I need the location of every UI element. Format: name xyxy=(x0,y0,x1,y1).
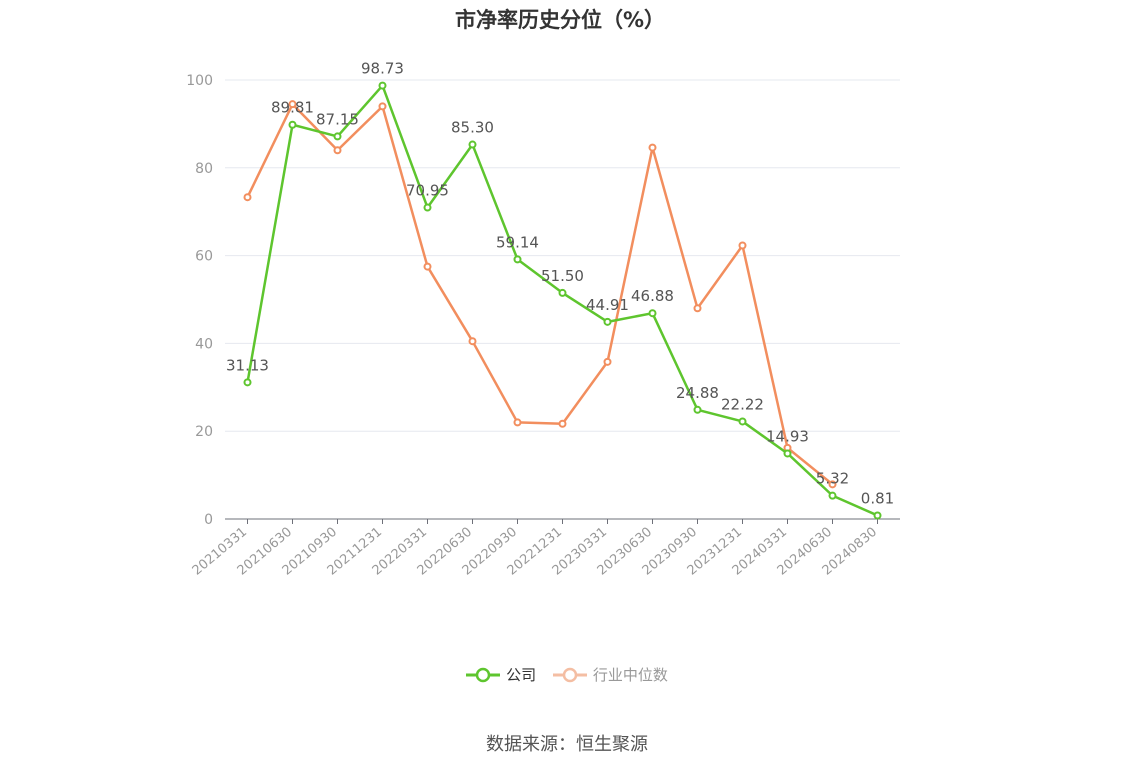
legend-industry-circle xyxy=(562,667,578,682)
series-line xyxy=(246,102,834,486)
legend-label-company: 公司 xyxy=(506,666,537,684)
data-point xyxy=(333,132,342,141)
data-point xyxy=(288,100,297,109)
legend: 公司 行业中位数 xyxy=(0,664,1134,687)
data-point xyxy=(693,304,702,313)
data-point xyxy=(243,193,252,202)
data-point xyxy=(738,417,747,426)
legend-company-circle xyxy=(475,667,491,682)
data-label: 44.91 xyxy=(586,296,629,314)
series-company xyxy=(243,81,882,520)
series-lines xyxy=(243,81,882,520)
data-label: 85.30 xyxy=(451,119,494,137)
series-line xyxy=(246,84,879,517)
legend-company-marker-icon xyxy=(466,667,501,682)
data-point xyxy=(738,241,747,250)
y-tick-label: 20 xyxy=(195,424,213,440)
data-point xyxy=(468,140,477,149)
data-point xyxy=(378,102,387,111)
data-label: 0.81 xyxy=(861,489,894,507)
chart-title: 市净率历史分位（%） xyxy=(454,8,666,32)
data-point xyxy=(603,357,612,366)
data-point xyxy=(558,419,567,428)
data-point xyxy=(333,146,342,155)
data-label: 5.32 xyxy=(816,470,849,488)
data-label: 51.50 xyxy=(541,267,584,285)
data-label: 87.15 xyxy=(316,110,359,128)
legend-industry-marker-icon xyxy=(552,667,587,682)
y-tick-label: 80 xyxy=(195,161,213,177)
data-label: 70.95 xyxy=(406,182,449,200)
data-point xyxy=(828,491,837,500)
series-industry-median xyxy=(243,100,837,489)
data-point xyxy=(378,81,387,90)
data-point xyxy=(648,309,657,318)
legend-item-company[interactable]: 公司 xyxy=(466,664,536,685)
data-point xyxy=(873,511,882,520)
data-point xyxy=(648,143,657,152)
data-point xyxy=(693,405,702,414)
y-tick-label: 0 xyxy=(204,512,213,528)
legend-label-industry-median: 行业中位数 xyxy=(592,666,668,684)
data-label: 98.73 xyxy=(361,60,404,78)
data-point xyxy=(828,480,837,489)
grid-lines xyxy=(225,79,900,432)
y-tick-label: 60 xyxy=(195,249,213,265)
data-label: 46.88 xyxy=(631,287,674,305)
y-tick-label: 100 xyxy=(186,73,213,89)
data-point xyxy=(513,255,522,264)
data-label: 31.13 xyxy=(226,356,269,374)
data-point xyxy=(468,337,477,346)
data-point xyxy=(243,378,252,387)
legend-item-industry-median[interactable]: 行业中位数 xyxy=(552,664,668,685)
data-point xyxy=(783,449,792,458)
data-label: 89.81 xyxy=(271,99,314,117)
data-point xyxy=(423,262,432,271)
y-tick-label: 40 xyxy=(195,336,213,352)
data-label: 14.93 xyxy=(766,427,809,445)
data-point xyxy=(288,120,297,129)
data-label: 59.14 xyxy=(496,233,539,251)
data-point xyxy=(423,203,432,212)
data-label: 22.22 xyxy=(721,395,764,413)
data-point xyxy=(513,418,522,427)
axes: 0204060801002021033120210630202109302021… xyxy=(186,73,900,579)
data-point xyxy=(603,317,612,326)
data-source-note: 数据来源：恒生聚源 xyxy=(486,734,648,755)
data-label: 24.88 xyxy=(676,384,719,402)
data-point xyxy=(558,288,567,297)
